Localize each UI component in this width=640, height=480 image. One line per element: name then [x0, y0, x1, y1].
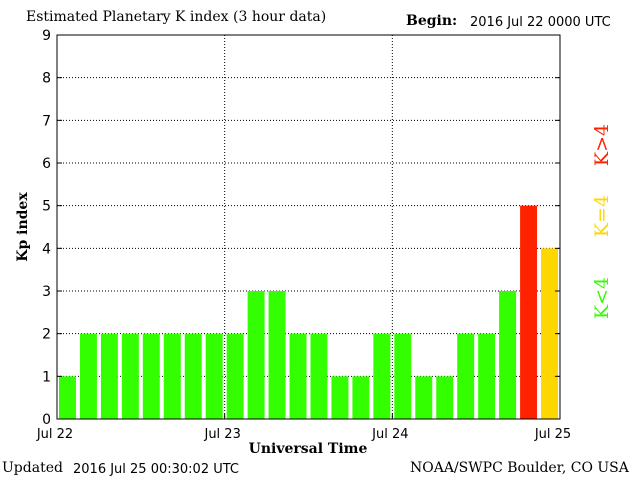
updated-value: 2016 Jul 25 00:30:02 UTC: [73, 462, 239, 477]
chart-title: Estimated Planetary K index (3 hour data…: [26, 9, 327, 25]
x-tick-label: Jul 23: [203, 427, 240, 442]
kp-bar: [100, 333, 118, 419]
kp-bar: [163, 333, 181, 419]
y-tick-label: 4: [42, 241, 51, 257]
kp-bar: [205, 333, 223, 419]
kp-bar: [310, 333, 328, 419]
legend: K<4 K=4 K>4: [591, 124, 613, 319]
y-tick-label: 5: [42, 199, 51, 215]
kp-bar: [289, 333, 307, 419]
begin-value: 2016 Jul 22 0000 UTC: [470, 15, 611, 30]
kp-bar: [394, 333, 412, 419]
x-axis-label: Universal Time: [249, 441, 368, 457]
y-tick-label: 3: [42, 284, 51, 300]
kp-bar: [415, 376, 433, 419]
x-ticks: Jul 22 Jul 23 Jul 24 Jul 25: [36, 414, 571, 442]
kp-bar: [373, 333, 391, 419]
bars: [59, 205, 558, 419]
legend-label: K<4: [591, 277, 613, 319]
kp-bar: [436, 376, 454, 419]
x-tick-label: Jul 25: [534, 427, 571, 442]
kp-bar: [478, 333, 496, 419]
kp-bar: [226, 333, 244, 419]
kp-bar: [520, 205, 538, 419]
y-tick-label: 7: [42, 113, 51, 129]
x-tick-label: Jul 22: [36, 427, 73, 442]
kp-bar: [142, 333, 160, 419]
y-ticks: 0 1 2 3 4 5 6 7 8 9: [42, 28, 560, 428]
y-tick-label: 6: [42, 156, 51, 172]
begin-label: Begin:: [406, 13, 458, 29]
x-tick-label: Jul 24: [371, 427, 408, 442]
y-axis-label: Kp index: [15, 192, 31, 262]
kp-bar: [331, 376, 349, 419]
y-tick-label: 2: [42, 327, 51, 343]
kp-bar: [457, 333, 475, 419]
kp-bar: [79, 333, 97, 419]
kp-bar: [268, 291, 286, 419]
y-tick-label: 9: [42, 28, 51, 44]
kp-bar: [121, 333, 139, 419]
kp-bar: [541, 248, 558, 419]
kp-bar: [499, 291, 517, 419]
legend-label: K=4: [591, 195, 613, 237]
y-tick-label: 0: [42, 412, 51, 428]
kp-bar: [184, 333, 202, 419]
y-tick-label: 1: [42, 369, 51, 385]
y-tick-label: 8: [42, 71, 51, 87]
updated-label: Updated: [2, 460, 63, 476]
kp-bar: [247, 291, 265, 419]
kp-bar: [352, 376, 370, 419]
grid-lines: [57, 35, 560, 419]
legend-label: K>4: [591, 124, 613, 166]
plot-frame: [56, 34, 561, 420]
credit-text: NOAA/SWPC Boulder, CO USA: [410, 460, 629, 476]
kp-bar: [59, 376, 76, 419]
